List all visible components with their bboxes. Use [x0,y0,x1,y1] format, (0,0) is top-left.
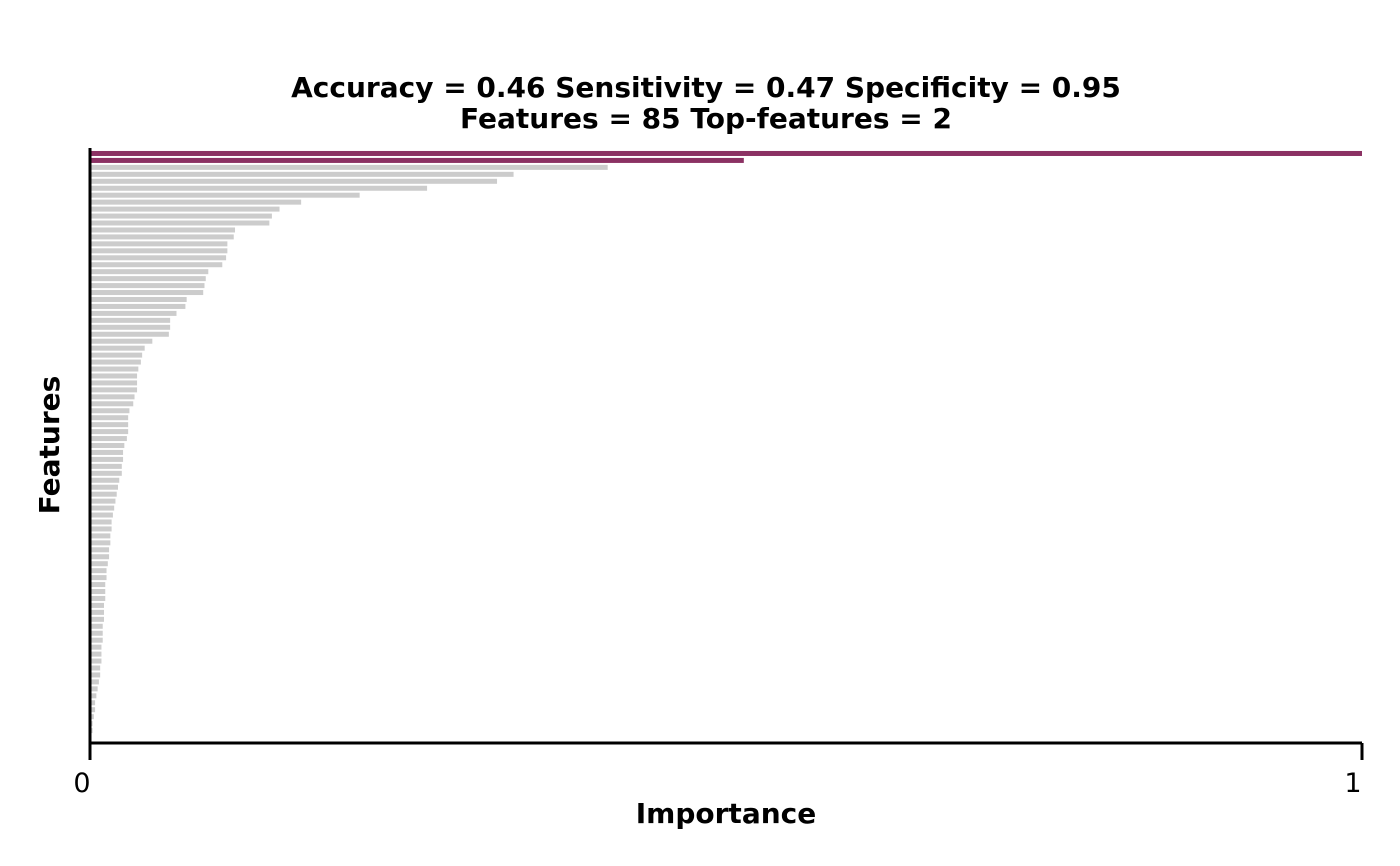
bar-feature [90,651,102,657]
bar-feature [90,352,143,358]
bar-feature [90,561,108,567]
bar-feature [90,248,228,254]
bar-feature [90,192,360,198]
bar-feature [90,290,204,296]
bar-feature [90,241,228,247]
bars-group [90,150,1362,741]
bar-feature [90,443,125,449]
bar-feature [90,630,103,636]
bar-feature [90,533,111,539]
x-tick-label-1: 1 [1344,768,1361,799]
bar-feature [90,310,177,316]
bar-feature [90,213,272,219]
bar-feature [90,672,101,678]
bar-feature [90,429,129,435]
bar-feature [90,171,514,177]
bar-feature [90,387,138,393]
bar-feature [90,283,205,289]
bar-feature [90,540,111,546]
bar-feature [90,512,113,518]
bar-feature [90,595,106,601]
title-line-features: Features = 85 Top-features = 2 [460,102,952,135]
bar-feature [90,505,115,511]
bar-feature [90,700,96,706]
bar-feature [90,227,236,233]
bar-feature [90,331,169,337]
bar-feature [90,463,122,469]
bar-feature [90,498,116,504]
bar-feature [90,589,106,595]
bar-feature [90,359,141,365]
bar-feature [90,394,135,400]
bar-feature [90,637,103,643]
bar-feature [90,345,145,351]
bar-feature [90,547,110,553]
bar-feature [90,324,171,330]
x-axis-label: Importance [636,797,816,830]
bar-feature [90,575,107,581]
bar-feature [90,456,124,462]
bar-feature [90,623,103,629]
bar-feature [90,707,96,713]
bar-feature [90,436,127,442]
bar-feature [90,317,171,323]
title-line-metrics: Accuracy = 0.46 Sensitivity = 0.47 Speci… [291,71,1121,104]
bar-feature [90,477,120,483]
bar-top-feature [90,157,744,163]
bar-feature [90,269,209,275]
bar-feature [90,199,302,205]
bar-feature [90,679,99,685]
bar-feature [90,408,130,414]
bar-feature [90,658,102,664]
bar-feature [90,693,97,699]
bar-feature [90,366,139,372]
bar-feature [90,616,104,622]
bar-feature [90,296,187,302]
bar-feature [90,255,227,261]
chart-title: Accuracy = 0.46 Sensitivity = 0.47 Speci… [291,71,1121,135]
bar-feature [90,185,428,191]
bar-feature [90,484,118,490]
bar-feature [90,234,234,240]
bar-feature [90,373,138,379]
bar-feature [90,164,608,170]
bar-feature [90,491,117,497]
bar-feature [90,644,102,650]
x-tick-label-0: 0 [73,768,90,799]
bar-feature [90,338,153,344]
bar-feature [90,220,270,226]
bar-feature [90,401,134,407]
bar-top-feature [90,150,1362,156]
y-axis-label: Features [33,376,66,515]
bar-feature [90,276,206,282]
bar-feature [90,582,106,588]
bar-feature [90,470,122,476]
bar-feature [90,602,104,608]
axes-group [88,148,1364,760]
bar-feature [90,380,138,386]
bar-feature [90,449,124,455]
bar-feature [90,178,498,184]
bar-feature [90,714,94,720]
bar-feature [90,422,129,428]
bar-feature [90,206,280,212]
bar-feature [90,415,129,421]
bar-feature [90,262,223,268]
bar-feature [90,519,112,525]
bar-feature [90,554,110,560]
bar-feature [90,303,186,309]
bar-feature [90,686,98,692]
bar-feature [90,526,112,532]
bar-feature [90,609,104,615]
bar-feature [90,568,107,574]
bar-feature [90,665,101,671]
